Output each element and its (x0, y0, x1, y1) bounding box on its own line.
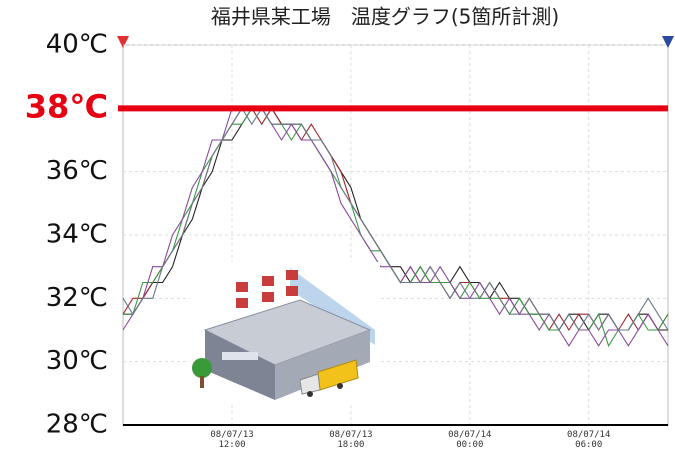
lines (122, 107, 669, 348)
wall-side (275, 330, 370, 400)
x-tick-label: 08/07/14 00:00 (448, 430, 492, 450)
factory-illustration (190, 262, 380, 402)
wheel (307, 391, 313, 397)
y-tick-label: 30℃ (46, 346, 108, 376)
series-line (122, 107, 669, 332)
marker-right (662, 36, 674, 48)
window (286, 270, 298, 280)
x-tick-label: 08/07/13 12:00 (210, 430, 254, 450)
window (262, 292, 274, 302)
truck-cab (299, 373, 321, 395)
y-tick-label: 32℃ (46, 283, 108, 313)
door (222, 352, 258, 360)
wall-front (205, 330, 275, 400)
window (286, 286, 298, 296)
y-tick-label: 36℃ (46, 156, 108, 186)
window (236, 298, 248, 308)
window (236, 282, 248, 292)
y-tick-label: 40℃ (46, 30, 108, 60)
x-tick-label: 08/07/13 18:00 (329, 430, 373, 450)
series-line (123, 107, 668, 332)
marker-left (117, 36, 129, 48)
y-tick-label: 28℃ (46, 410, 108, 440)
chart-title: 福井県某工場 温度グラフ(5箇所計測) (211, 5, 559, 29)
y-tick-label: 34℃ (46, 220, 108, 250)
tree (192, 358, 212, 378)
x-tick-label: 08/07/14 06:00 (567, 430, 611, 450)
tree-trunk (200, 376, 204, 388)
window (262, 276, 274, 286)
wheel (337, 383, 343, 389)
y-tick-label: 38℃ (25, 87, 108, 125)
